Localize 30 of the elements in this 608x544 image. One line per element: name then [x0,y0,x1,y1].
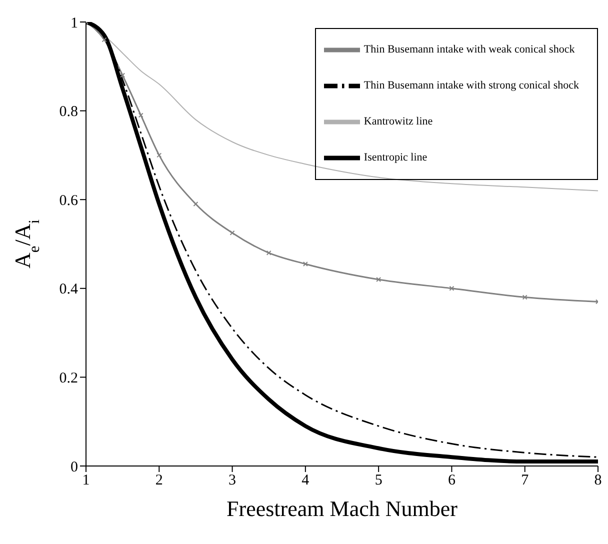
x-tick-label: 4 [302,472,310,489]
y-tick-label: 0.2 [59,370,78,387]
point [193,202,198,207]
y-tick-label: 0.6 [59,192,78,209]
point [138,112,144,118]
x-tick-label: 3 [228,472,236,489]
y-tick-label: 0.4 [59,282,78,298]
point [156,152,162,158]
y-tick-label: 0.8 [59,104,78,120]
x-axis-title: Freestream Mach Number [226,496,458,521]
legend-label: Isentropic line [364,152,428,164]
point [266,250,272,256]
x-tick-label: 6 [448,472,456,489]
x-tick-label: 8 [594,472,602,489]
point [376,277,382,282]
point [449,286,454,291]
point [102,37,107,42]
point [302,261,308,266]
legend-label: Thin Busemann intake with weak conical shock [364,44,575,56]
legend-label: Kantrowitz line [364,116,433,128]
x-tick-label: 5 [374,472,382,489]
y-tick-label: 1 [70,15,78,32]
point [230,230,235,236]
point [522,294,528,300]
y-tick-label: 0 [70,459,78,476]
legend-label: Thin Busemann intake with strong conical shock [364,80,579,92]
x-tick-label: 1 [82,472,90,489]
x-tick-label: 7 [521,472,530,489]
x-tick-label: 2 [155,472,163,489]
point [120,72,126,78]
